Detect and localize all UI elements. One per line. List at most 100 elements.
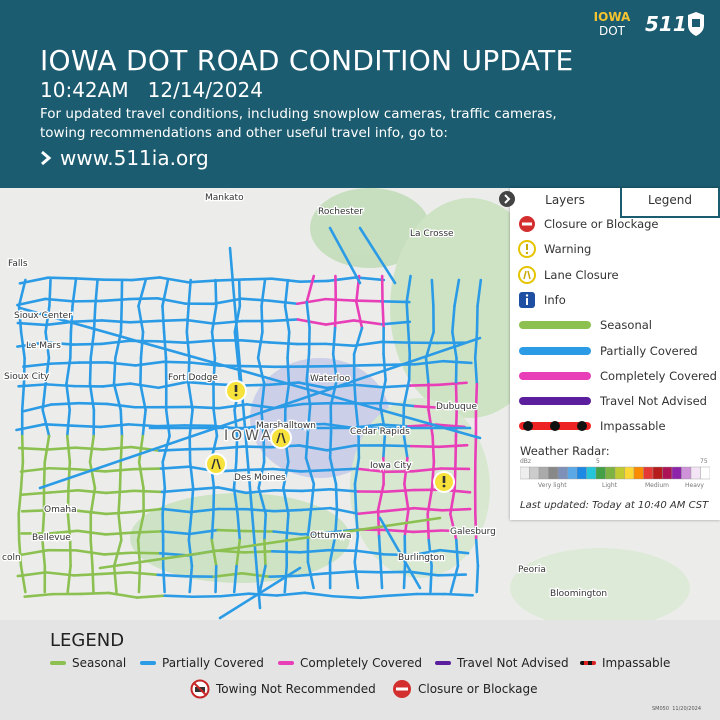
road xyxy=(139,330,145,360)
road xyxy=(282,460,290,490)
road xyxy=(45,446,77,451)
layers-tab[interactable]: Layers xyxy=(510,188,620,218)
road xyxy=(18,306,482,440)
road xyxy=(240,338,271,344)
road xyxy=(48,278,52,308)
road xyxy=(333,300,338,330)
road xyxy=(187,356,191,386)
road xyxy=(305,300,311,330)
road xyxy=(354,276,386,282)
road xyxy=(214,278,218,308)
road xyxy=(299,468,331,473)
url[interactable]: www.511ia.org xyxy=(60,146,209,170)
panel-icon xyxy=(519,291,535,308)
road xyxy=(188,408,194,438)
road xyxy=(219,592,250,598)
radar-swatch xyxy=(529,466,540,480)
road xyxy=(20,508,52,513)
road xyxy=(283,564,289,594)
road xyxy=(333,508,339,538)
road xyxy=(329,378,339,408)
road xyxy=(17,538,23,568)
road xyxy=(212,408,219,438)
legend-label: Partially Covered xyxy=(162,656,264,670)
road xyxy=(158,276,190,284)
road xyxy=(91,564,95,594)
road xyxy=(380,340,411,344)
road xyxy=(17,486,23,516)
road xyxy=(353,482,358,512)
road xyxy=(160,507,192,514)
road xyxy=(376,508,381,538)
legend-tab[interactable]: Legend xyxy=(620,188,720,218)
radar-swatch xyxy=(681,466,692,480)
road xyxy=(88,356,93,386)
road xyxy=(163,594,194,599)
road xyxy=(437,443,469,449)
road xyxy=(135,594,166,599)
road xyxy=(430,460,436,490)
road xyxy=(106,361,137,367)
place-label: Ottumwa xyxy=(310,531,352,541)
road xyxy=(99,423,130,429)
road xyxy=(353,383,384,389)
road xyxy=(384,488,416,493)
road xyxy=(303,591,334,598)
road xyxy=(476,278,483,308)
road xyxy=(328,534,337,564)
lane-glyph xyxy=(276,432,286,444)
road xyxy=(162,360,193,364)
road xyxy=(44,304,51,334)
panel-item: Info xyxy=(518,289,566,311)
road xyxy=(235,538,242,568)
road xyxy=(328,506,360,516)
radar-swatch xyxy=(576,466,587,480)
road xyxy=(132,530,163,534)
road xyxy=(23,592,54,598)
road xyxy=(268,574,300,578)
road xyxy=(101,445,133,451)
road xyxy=(377,534,382,564)
road xyxy=(402,560,407,590)
iowa-dot-logo: IOWA DOT xyxy=(590,10,634,38)
road xyxy=(440,507,472,512)
road xyxy=(328,430,333,460)
radar-swatch xyxy=(586,466,597,480)
warning-glyph xyxy=(442,476,446,483)
road xyxy=(473,330,479,360)
road xyxy=(424,356,430,386)
road xyxy=(379,560,384,590)
legend-item: Travel Not Advised xyxy=(435,656,569,670)
road xyxy=(403,456,409,486)
road xyxy=(353,534,360,564)
road xyxy=(22,362,53,369)
road xyxy=(301,401,333,406)
road xyxy=(128,319,160,324)
road xyxy=(112,356,117,386)
road xyxy=(427,538,433,568)
road xyxy=(71,278,78,308)
road xyxy=(284,382,291,412)
road xyxy=(72,342,103,346)
legend: LEGEND Seasonal Partially Covered Comple… xyxy=(0,620,720,720)
road xyxy=(187,278,192,308)
place-label: Bellevue xyxy=(32,533,71,543)
header: IOWA DOT ROAD CONDITION UPDATE 10:42AM 1… xyxy=(0,0,720,188)
road xyxy=(334,482,339,512)
legend-label: Completely Covered xyxy=(300,656,422,670)
place-label: Le Mars xyxy=(26,341,61,351)
road xyxy=(305,352,311,382)
road xyxy=(129,382,160,390)
road xyxy=(65,356,72,386)
road xyxy=(283,304,291,334)
road xyxy=(454,382,458,412)
place-label: La Crosse xyxy=(410,229,454,239)
road xyxy=(137,460,145,490)
panel-icon xyxy=(518,265,536,284)
road xyxy=(431,434,436,464)
panel-label: Warning xyxy=(544,242,592,257)
road xyxy=(41,512,46,542)
road xyxy=(161,564,166,594)
place-label: Rochester xyxy=(318,207,363,217)
collapse-button[interactable] xyxy=(498,190,516,208)
